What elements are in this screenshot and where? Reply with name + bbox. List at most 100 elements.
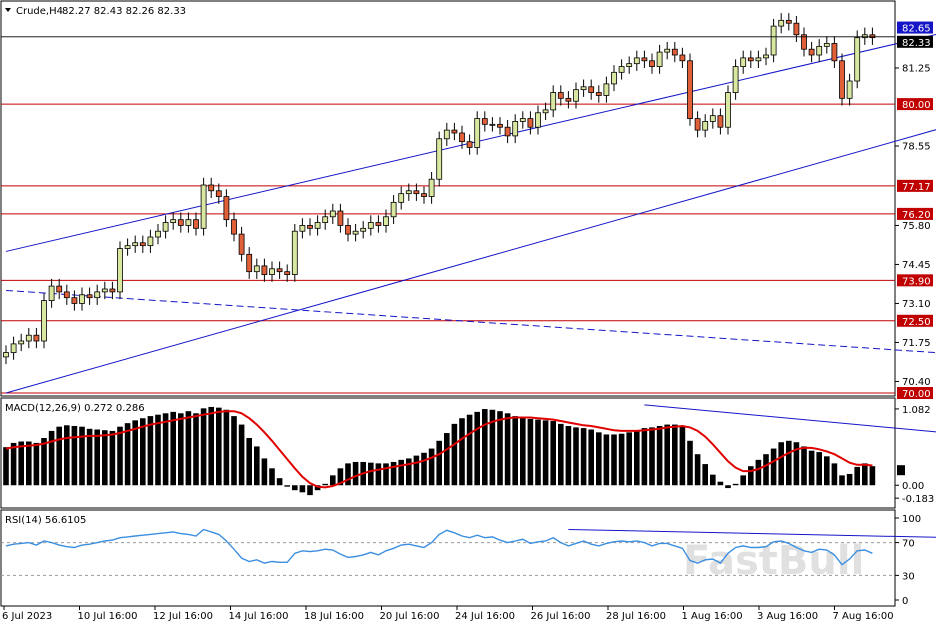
candle (816, 45, 823, 56)
macd-bar (588, 429, 594, 486)
candle (155, 230, 161, 238)
macd-bar (740, 475, 746, 486)
rsi-y-tick-label: 0 (902, 596, 908, 607)
level-tag (897, 98, 933, 111)
y-tick-label: 81.25 (902, 64, 931, 75)
macd-bar (170, 411, 176, 486)
macd-bar (748, 466, 754, 486)
price-tag-top (897, 21, 933, 34)
candle (299, 225, 306, 232)
level-tag-label: 70.00 (902, 389, 931, 400)
watermark: FastBull (683, 538, 864, 584)
candle (117, 248, 123, 293)
x-tick-label: 18 Jul 16:00 (304, 611, 364, 622)
macd-bar (390, 461, 397, 486)
macd-bar (869, 466, 876, 486)
macd-bar (801, 446, 807, 486)
x-tick-label: 6 Jul 2023 (2, 611, 52, 622)
candle (185, 219, 192, 226)
macd-bar (770, 448, 777, 486)
candle (223, 196, 230, 221)
macd-bar (41, 437, 47, 486)
macd-bar (185, 411, 192, 486)
x-tick-label: 3 Aug 16:00 (757, 611, 818, 622)
macd-trend-line (644, 404, 936, 433)
macd-bar (216, 407, 222, 486)
macd-bar (10, 442, 17, 486)
macd-bar (140, 418, 146, 486)
macd-bar (459, 418, 465, 486)
candle (671, 48, 678, 56)
macd-bar (322, 483, 328, 486)
macd-bar (839, 475, 845, 486)
macd-bar (200, 408, 207, 486)
x-tick-label: 14 Jul 16:00 (229, 611, 289, 622)
macd-bar (527, 418, 534, 486)
macd-bar (603, 434, 610, 486)
candle (101, 288, 108, 293)
macd-bar (649, 427, 655, 486)
candle (573, 89, 579, 102)
candle (33, 334, 40, 342)
candle (231, 219, 237, 235)
candle (215, 190, 222, 197)
macd-bar (178, 413, 184, 486)
candle (747, 57, 754, 62)
macd-signal-line (5, 410, 873, 489)
candle (656, 51, 663, 67)
candle (846, 80, 853, 99)
candle (3, 352, 9, 358)
candle (352, 230, 359, 235)
macd-bar (269, 468, 275, 486)
macd-bar (208, 406, 214, 486)
candle (451, 129, 458, 134)
candle (405, 190, 412, 195)
macd-bar (786, 440, 792, 486)
macd-bar (831, 463, 838, 486)
macd-bar (102, 430, 108, 486)
price-tag-current-label: 82.33 (902, 38, 931, 49)
macd-bar (816, 452, 822, 486)
macd-bar (725, 485, 731, 489)
macd-bar (558, 423, 564, 486)
candle (443, 129, 450, 140)
candle (284, 271, 291, 275)
macd-bar (345, 463, 351, 486)
macd-bar (862, 463, 868, 486)
candle (763, 54, 769, 59)
candle (71, 297, 78, 304)
macd-bar (299, 485, 306, 493)
candle (269, 268, 275, 275)
candle (56, 285, 63, 293)
macd-bar (755, 459, 762, 486)
macd-bar (231, 416, 237, 486)
candle (869, 34, 876, 39)
dashed-trend-line (5, 289, 936, 354)
candle (314, 222, 321, 229)
macd-bar (489, 409, 496, 486)
candle (337, 210, 344, 226)
candle (725, 92, 731, 128)
price-tag-current (897, 35, 933, 48)
macd-bar (94, 429, 100, 486)
candle (390, 201, 397, 218)
chevron-down-icon[interactable] (5, 8, 11, 12)
level-tag-label: 76.20 (902, 210, 931, 221)
macd-bar (451, 423, 458, 486)
candle (542, 109, 549, 114)
macd-bar (474, 411, 480, 486)
candle (413, 190, 420, 195)
candle (200, 184, 207, 229)
candle (535, 112, 541, 128)
candle (580, 86, 587, 91)
candle (808, 48, 815, 56)
candle (694, 118, 701, 131)
y-tick-label: 73.10 (902, 299, 931, 310)
candle (329, 210, 336, 218)
macd-label: MACD(12,26,9) 0.272 0.286 (5, 403, 145, 414)
macd-bar (687, 440, 693, 486)
macd-bar (542, 420, 549, 486)
macd-bar (634, 430, 640, 486)
candle (147, 236, 154, 247)
